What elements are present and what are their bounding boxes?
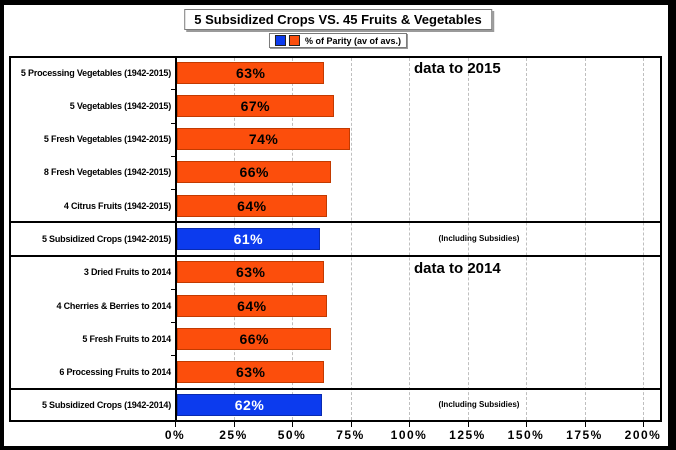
category-label: 5 Vegetables (1942-2015) bbox=[69, 100, 171, 111]
value-axis-line bbox=[175, 56, 177, 422]
category-tick bbox=[171, 123, 175, 124]
x-axis-tick bbox=[409, 422, 410, 427]
bar-value-label: 64% bbox=[237, 197, 267, 214]
category-label: 5 Subsidized Crops (1942-2014) bbox=[41, 400, 171, 411]
bar-value-label: 66% bbox=[239, 164, 269, 181]
bar-value-label: 63% bbox=[235, 364, 266, 381]
category-label: 4 Citrus Fruits (1942-2015) bbox=[63, 200, 171, 211]
gridline-150% bbox=[526, 58, 527, 420]
category-label: 4 Cherries & Berries to 2014 bbox=[56, 300, 172, 311]
legend: % of Parity (av of avs.) bbox=[268, 33, 408, 48]
bar-fruits-veg: 63% bbox=[177, 261, 325, 284]
gridline-125% bbox=[467, 58, 469, 420]
category-tick bbox=[171, 189, 175, 190]
category-tick bbox=[171, 322, 175, 323]
bar-fruits-veg: 63% bbox=[177, 61, 325, 84]
category-label: 6 Processing Fruits to 2014 bbox=[59, 367, 171, 378]
category-tick bbox=[171, 389, 175, 390]
legend-swatch-fruits-veg bbox=[288, 35, 300, 46]
bar-fruits-veg: 66% bbox=[177, 161, 332, 184]
section-divider bbox=[9, 255, 662, 257]
x-axis-label: 25% bbox=[219, 428, 248, 442]
category-label: 3 Dried Fruits to 2014 bbox=[83, 267, 171, 278]
x-axis-label: 150% bbox=[507, 428, 545, 442]
gridline-75% bbox=[350, 58, 352, 420]
x-axis-tick bbox=[584, 422, 586, 427]
category-tick bbox=[171, 89, 175, 90]
bar-value-label: 61% bbox=[233, 231, 264, 247]
category-label: 5 Fresh Vegetables (1942-2015) bbox=[43, 134, 171, 145]
bar-value-label: 66% bbox=[239, 330, 269, 347]
gridline-175% bbox=[584, 58, 586, 420]
bar-fruits-veg: 67% bbox=[177, 94, 334, 117]
category-tick bbox=[171, 156, 175, 157]
bar-value-label: 64% bbox=[237, 297, 267, 314]
section-annotation: data to 2015 bbox=[414, 60, 501, 77]
x-axis-tick bbox=[643, 422, 644, 427]
bar-subsidized: 62% bbox=[177, 394, 323, 417]
x-axis-label: 50% bbox=[277, 428, 307, 442]
legend-label: % of Parity (av of avs.) bbox=[304, 35, 402, 46]
bar-subsidized: 61% bbox=[177, 228, 320, 250]
bar-fruits-veg: 64% bbox=[177, 194, 327, 217]
section-annotation: data to 2014 bbox=[414, 259, 501, 277]
x-axis-tick bbox=[350, 422, 352, 427]
category-tick bbox=[171, 256, 175, 257]
gridline-100% bbox=[409, 58, 410, 420]
category-label: 5 Subsidized Crops (1942-2015) bbox=[41, 233, 171, 244]
x-axis-tick bbox=[467, 422, 469, 427]
x-axis-label: 200% bbox=[624, 428, 662, 442]
category-tick bbox=[171, 222, 175, 223]
chart-title: 5 Subsidized Crops VS. 45 Fruits & Veget… bbox=[184, 9, 492, 30]
including-subsidies-note: (Including Subsidies) bbox=[438, 234, 520, 243]
bar-value-label: 67% bbox=[240, 97, 271, 114]
x-axis-label: 100% bbox=[390, 428, 428, 442]
category-tick bbox=[171, 289, 175, 290]
bar-fruits-veg: 63% bbox=[177, 361, 325, 384]
gridline-200% bbox=[643, 58, 644, 420]
x-axis-label: 175% bbox=[566, 428, 603, 442]
category-tick bbox=[171, 355, 175, 356]
category-label: 5 Processing Vegetables (1942-2015) bbox=[20, 67, 171, 78]
bar-value-label: 62% bbox=[234, 397, 265, 414]
category-label: 5 Fresh Fruits to 2014 bbox=[82, 333, 171, 344]
x-axis-tick bbox=[233, 422, 235, 427]
legend-swatch-subsidized bbox=[274, 35, 286, 46]
bar-value-label: 63% bbox=[235, 264, 266, 281]
x-axis-label: 0% bbox=[164, 428, 186, 442]
x-axis-tick bbox=[292, 422, 293, 427]
bar-value-label: 74% bbox=[248, 131, 279, 148]
bar-fruits-veg: 66% bbox=[177, 327, 332, 350]
section-divider bbox=[9, 388, 662, 390]
x-axis-tick bbox=[526, 422, 527, 427]
x-axis-label: 75% bbox=[336, 428, 365, 442]
bar-fruits-veg: 74% bbox=[177, 128, 351, 151]
bar-value-label: 63% bbox=[235, 64, 266, 81]
section-divider bbox=[9, 221, 662, 223]
x-axis-label: 125% bbox=[449, 428, 486, 442]
category-label: 8 Fresh Vegetables (1942-2015) bbox=[43, 167, 171, 178]
including-subsidies-note: (Including Subsidies) bbox=[438, 400, 520, 410]
x-axis-tick bbox=[175, 422, 176, 427]
bar-fruits-veg: 64% bbox=[177, 294, 327, 317]
